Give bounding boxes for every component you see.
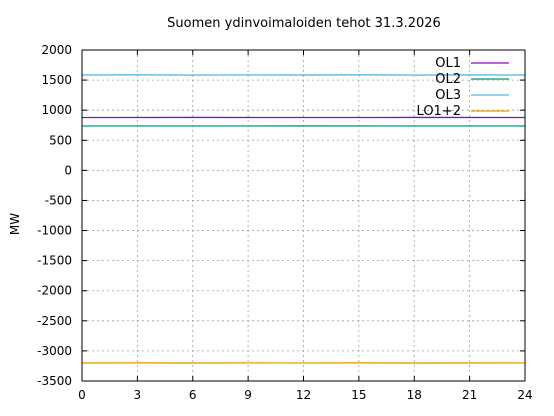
y-axis-label: MW <box>8 213 22 235</box>
x-tick-label: 0 <box>78 388 86 402</box>
plot-frame <box>81 49 526 382</box>
legend-label: OL1 <box>435 56 461 71</box>
y-tick-label: -3500 <box>37 374 72 388</box>
x-tick-label: 12 <box>296 388 311 402</box>
x-tick-label: 18 <box>407 388 422 402</box>
x-tick-label: 24 <box>517 388 532 402</box>
legend-label: LO1+2 <box>417 104 461 119</box>
y-tick-label: -2000 <box>37 284 72 298</box>
y-tick-label: -500 <box>45 193 72 207</box>
x-tick-label: 6 <box>189 388 197 402</box>
y-tick-label: -1000 <box>37 224 72 238</box>
series-lines <box>81 74 526 364</box>
x-tick-label: 3 <box>134 388 142 402</box>
y-tick-label: 1000 <box>41 103 72 117</box>
y-tick-label: 2000 <box>41 43 72 57</box>
y-tick-label: -3000 <box>37 344 72 358</box>
y-tick-label: 1500 <box>41 73 72 87</box>
tick-labels: 0 3 6 9 12 15 18 21 24 -3500 -3000 -2500 -2000 -1500 -… <box>37 43 533 402</box>
legend-label: OL3 <box>435 88 461 103</box>
y-tick-label: -2500 <box>37 314 72 328</box>
x-tick-label: 9 <box>244 388 252 402</box>
legend-label: OL2 <box>435 72 461 87</box>
chart-title: Suomen ydinvoimaloiden tehot 31.3.2026 <box>167 16 441 31</box>
grid-lines <box>82 50 525 381</box>
y-tick-label: 500 <box>49 133 72 147</box>
x-tick-label: 21 <box>462 388 477 402</box>
y-tick-label: 0 <box>64 163 72 177</box>
x-tick-label: 15 <box>351 388 366 402</box>
y-tick-label: -1500 <box>37 254 72 268</box>
